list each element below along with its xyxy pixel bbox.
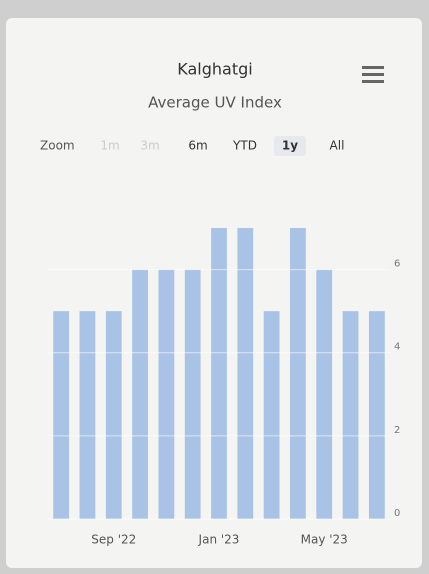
bar [80, 311, 96, 519]
chart-subtitle: Average UV Index [148, 94, 282, 112]
chart: Kalghatgi Average UV Index Zoom 1m 3m 6m YT… [0, 0, 429, 574]
y-tick-label: 6 [394, 259, 400, 270]
bar [369, 311, 385, 519]
menu-bar [362, 80, 384, 83]
y-tick-label: 0 [394, 508, 400, 519]
zoom-button: 3m [140, 139, 159, 153]
bar [211, 228, 227, 519]
zoom-button[interactable]: 6m [188, 139, 207, 153]
page: Kalghatgi Average UV Index Zoom 1m 3m 6m YT… [0, 0, 429, 574]
bar [264, 311, 280, 519]
x-tick-label: Jan '23 [198, 533, 240, 547]
zoom-button[interactable]: All [330, 139, 345, 153]
bar [237, 228, 253, 519]
zoom-button[interactable]: 1y [282, 139, 298, 153]
bar [343, 311, 359, 519]
bar [158, 270, 174, 519]
x-tick-label: May '23 [301, 533, 348, 547]
menu-bar [362, 66, 384, 69]
menu-button[interactable] [362, 66, 384, 83]
bar [132, 270, 148, 519]
bar [290, 228, 306, 519]
bar [106, 311, 122, 519]
menu-bar [362, 73, 384, 76]
zoom-label: Zoom [40, 139, 75, 153]
zoom-button[interactable]: YTD [232, 139, 257, 153]
y-tick-label: 2 [394, 425, 400, 436]
bar [316, 270, 332, 519]
y-tick-label: 4 [394, 342, 400, 353]
x-tick-label: Sep '22 [91, 533, 136, 547]
chart-title: Kalghatgi [177, 60, 252, 79]
bar [185, 270, 201, 519]
bar [53, 311, 69, 519]
zoom-button: 1m [100, 139, 119, 153]
